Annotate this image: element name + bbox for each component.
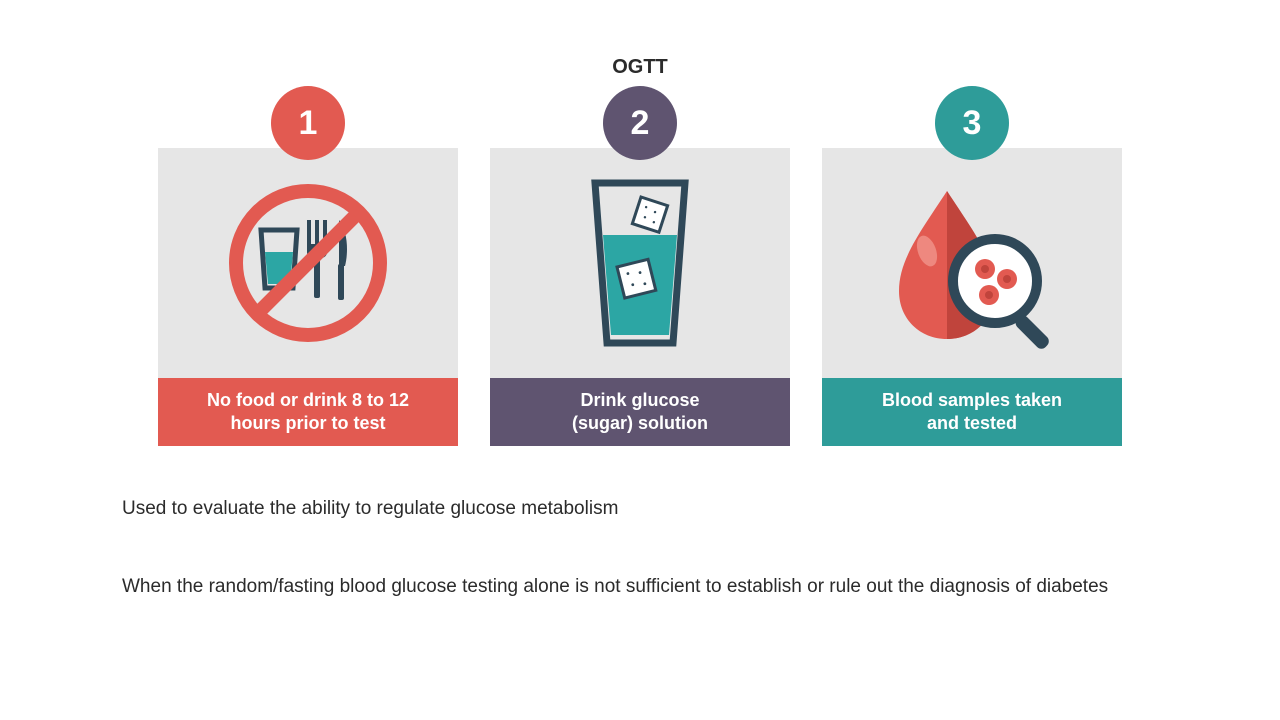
steps-container: 1	[0, 148, 1280, 446]
step-card-3: 3 Blood samples taken	[822, 148, 1122, 446]
glucose-glass-icon	[575, 173, 705, 353]
note-1: Used to evaluate the ability to regulate…	[122, 498, 1162, 520]
step-badge-2: 2	[603, 86, 677, 160]
caption-text-3: Blood samples taken and tested	[882, 389, 1062, 436]
blood-drop-magnifier-icon	[877, 173, 1067, 353]
note-2: When the random/fasting blood glucose te…	[122, 576, 1162, 598]
step-icon-area-1	[158, 148, 458, 378]
step-icon-area-3	[822, 148, 1122, 378]
notes-section: Used to evaluate the ability to regulate…	[122, 498, 1162, 598]
step-caption-1: No food or drink 8 to 12 hours prior to …	[158, 378, 458, 446]
step-caption-3: Blood samples taken and tested	[822, 378, 1122, 446]
page-title: OGTT	[0, 56, 1280, 79]
no-food-drink-icon	[223, 178, 393, 348]
step-card-2: 2	[490, 148, 790, 446]
step-caption-2: Drink glucose (sugar) solution	[490, 378, 790, 446]
caption-text-2: Drink glucose (sugar) solution	[572, 389, 708, 436]
step-badge-3: 3	[935, 86, 1009, 160]
caption-text-1: No food or drink 8 to 12 hours prior to …	[207, 389, 409, 436]
step-card-1: 1	[158, 148, 458, 446]
step-badge-1: 1	[271, 86, 345, 160]
step-icon-area-2	[490, 148, 790, 378]
